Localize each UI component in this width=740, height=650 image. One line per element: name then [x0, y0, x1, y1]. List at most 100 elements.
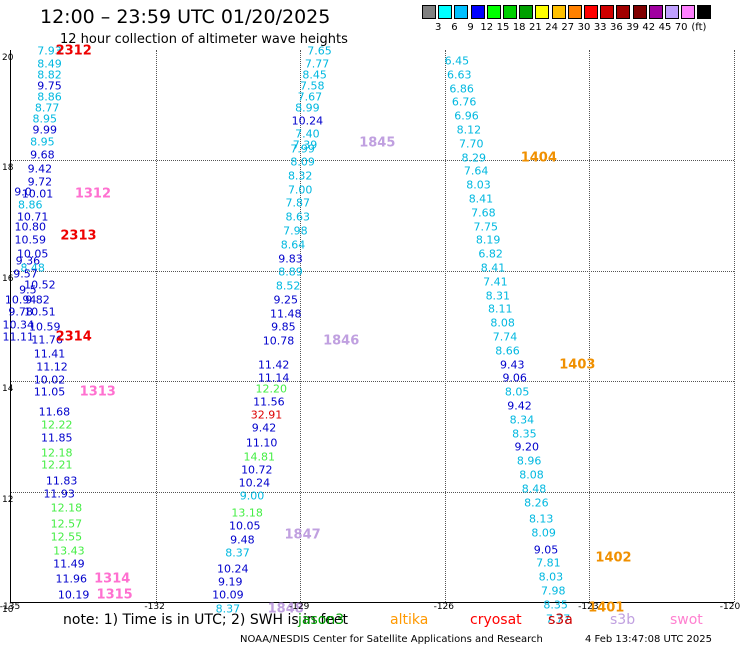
- legend-tick-label: 33: [593, 22, 607, 33]
- pass-number-label: 1404: [520, 150, 557, 166]
- wave-height-value: 12.22: [41, 418, 73, 432]
- wave-height-value: 11.05: [33, 385, 66, 399]
- wave-height-value: 11.85: [41, 431, 73, 444]
- wave-height-value: 9.19: [218, 575, 243, 589]
- wave-height-value: 10.02: [33, 373, 66, 387]
- y-tick-label: 20: [2, 53, 14, 63]
- wave-height-value: 8.49: [37, 57, 62, 71]
- pass-number-label: 2314: [55, 329, 92, 345]
- wave-height-value: 8.32: [287, 169, 313, 183]
- pass-number-label: 1312: [74, 186, 112, 202]
- wave-height-value: 11.68: [38, 405, 71, 419]
- legend-tick-label: 36: [610, 22, 623, 33]
- grid-line-horizontal: [11, 160, 734, 162]
- wave-height-value: 8.08: [490, 316, 515, 330]
- legend-swatch: [616, 5, 631, 19]
- wave-height-value: 11.41: [33, 347, 66, 361]
- y-tick-label: 12: [2, 494, 14, 505]
- wave-height-value: 8.64: [280, 238, 306, 252]
- wave-height-value: 11.12: [36, 360, 68, 374]
- wave-height-value: 8.35: [512, 427, 537, 441]
- wave-height-value: 9.82: [25, 293, 50, 306]
- legend-unit: (ft): [691, 22, 707, 33]
- wave-height-value: 7.40: [295, 127, 320, 141]
- grid-line-vertical: [155, 50, 157, 602]
- footer-note: note: 1) Time is in UTC; 2) SWH is in fe…: [63, 612, 349, 628]
- wave-height-value: 8.77: [34, 101, 60, 115]
- legend-swatch: [681, 5, 696, 19]
- satellite-name-swot: swot: [670, 612, 703, 628]
- satellite-name-s3a: s3a: [548, 612, 573, 628]
- grid-line-horizontal: [11, 491, 734, 493]
- wave-height-value: 13.18: [231, 506, 263, 520]
- wave-height-value: 7.77: [545, 612, 571, 626]
- wave-height-value: 8.13: [528, 512, 554, 526]
- x-tick-label: -135: [0, 602, 21, 612]
- wave-height-value: 8.89: [278, 265, 303, 279]
- legend-swatch: [438, 5, 453, 19]
- pass-number-label: 2312: [55, 43, 92, 59]
- y-tick-label: 10: [2, 605, 14, 615]
- wave-height-value: 8.37: [225, 546, 250, 560]
- wave-height-value: 9.25: [273, 293, 298, 306]
- wave-height-value: 8.35: [543, 598, 568, 612]
- legend-tick-label: 30: [577, 22, 591, 33]
- wave-height-value: 8.99: [295, 101, 320, 115]
- wave-height-value: 7.87: [285, 196, 311, 210]
- wave-height-value: 9.42: [507, 399, 532, 413]
- wave-height-value: 8.03: [466, 178, 491, 192]
- wave-height-value: 8.86: [18, 198, 43, 212]
- legend-swatch: [600, 5, 615, 19]
- wave-height-value: 10.71: [16, 210, 49, 224]
- wave-height-value: 7.39: [292, 138, 318, 152]
- wave-height-value: 8.96: [516, 454, 542, 468]
- legend-tick-label: 39: [626, 22, 639, 33]
- satellite-name-jason3: jason3: [298, 612, 345, 628]
- wave-height-value: 14.81: [243, 450, 275, 464]
- wave-height-value: 9.99: [32, 123, 57, 137]
- wave-height-value: 8.03: [538, 570, 564, 584]
- wave-height-value: 12.57: [50, 517, 83, 531]
- pass-number-label: 1847: [284, 527, 321, 543]
- wave-height-value: 7.77: [304, 57, 330, 71]
- chart-subtitle: 12 hour collection of altimeter wave hei…: [60, 32, 348, 47]
- wave-height-value: 12.55: [50, 530, 83, 544]
- wave-height-value: 12.18: [41, 446, 73, 460]
- legend-tick-label: 6: [451, 22, 458, 33]
- wave-height-value: 8.86: [37, 90, 62, 104]
- legend-swatch: [697, 5, 712, 19]
- grid-line-vertical: [300, 50, 302, 602]
- legend-swatch: [632, 5, 647, 19]
- x-tick-label: -129: [288, 602, 310, 612]
- wave-height-value: 7.98: [283, 224, 308, 238]
- wave-height-value: 6.45: [444, 54, 470, 68]
- wave-height-value: 8.29: [461, 151, 486, 165]
- satellite-name-s3b: s3b: [610, 612, 636, 628]
- wave-height-value: 11.93: [43, 487, 75, 501]
- wave-height-value: 6.63: [447, 68, 472, 82]
- wave-height-value: 9.36: [15, 254, 41, 268]
- satellite-name-cryosat: cryosat: [470, 612, 522, 628]
- wave-height-value: 10.59: [28, 320, 61, 334]
- wave-height-value: 10.24: [291, 114, 324, 128]
- grid-line-horizontal: [11, 381, 734, 383]
- wave-height-value: 8.41: [480, 261, 506, 275]
- wave-height-value: 10.52: [24, 278, 56, 292]
- wave-height-value: 6.82: [478, 247, 503, 261]
- wave-height-value: 8.82: [37, 68, 62, 82]
- wave-height-value: 8.08: [519, 468, 544, 482]
- wave-height-value: 7.93: [37, 44, 62, 58]
- wave-height-value: 10.72: [241, 463, 273, 477]
- wave-height-value: 13.43: [53, 544, 85, 558]
- pass-number-label: 2313: [60, 228, 97, 244]
- wave-height-value: 9.05: [533, 543, 559, 557]
- legend-swatch: [584, 5, 598, 19]
- wave-height-value: 7.98: [541, 584, 566, 598]
- pass-number-label: 1314: [94, 571, 131, 587]
- wave-height-value: 8.95: [32, 112, 57, 126]
- wave-height-value: 11.10: [245, 436, 278, 450]
- wave-height-value: 7.64: [463, 164, 489, 178]
- wave-height-value: 11.11: [2, 330, 34, 344]
- legend-swatch: [665, 5, 679, 19]
- legend-tick-label: 70: [674, 22, 688, 33]
